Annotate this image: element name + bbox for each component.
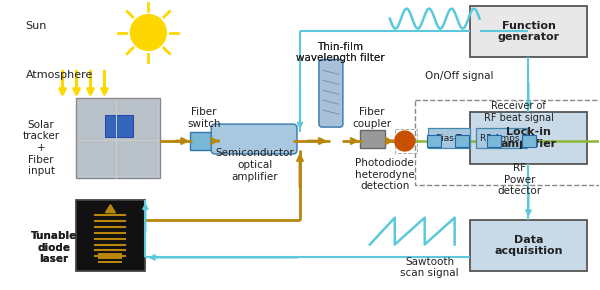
Text: Thin-film
wavelength filter: Thin-film wavelength filter <box>296 42 384 63</box>
FancyBboxPatch shape <box>211 124 297 154</box>
Bar <box>523 135 536 147</box>
Text: Tunable
diode
laser: Tunable diode laser <box>31 231 77 264</box>
Bar <box>106 115 133 137</box>
Bar <box>190 132 218 150</box>
Text: Function
generator: Function generator <box>497 21 560 42</box>
Bar <box>428 128 470 148</box>
Text: Semiconductor
optical
amplifier: Semiconductor optical amplifier <box>216 148 295 182</box>
Bar <box>360 130 385 148</box>
Bar <box>76 98 160 178</box>
Text: Atmosphere: Atmosphere <box>26 70 93 80</box>
Bar <box>98 258 122 260</box>
Bar <box>395 129 417 153</box>
Text: Photodiode
heterodyne
detection: Photodiode heterodyne detection <box>355 158 415 191</box>
Text: Solar
tracker
+
Fiber
input: Solar tracker + Fiber input <box>23 120 60 176</box>
Circle shape <box>395 131 415 151</box>
Bar <box>415 100 600 185</box>
Bar <box>470 220 587 271</box>
Text: On/Off signal: On/Off signal <box>425 71 494 81</box>
Text: RF
Power
detector: RF Power detector <box>497 163 542 196</box>
Bar <box>98 262 122 263</box>
Bar <box>98 249 122 251</box>
Bar <box>470 6 587 57</box>
Bar <box>77 100 158 176</box>
Bar <box>427 135 440 147</box>
Polygon shape <box>106 205 115 213</box>
Circle shape <box>130 14 166 50</box>
Text: Receiver of
RF beat signal: Receiver of RF beat signal <box>484 102 553 123</box>
Bar <box>455 135 469 147</box>
Text: RF Amps.: RF Amps. <box>481 133 523 142</box>
Text: Data
acquisition: Data acquisition <box>494 235 563 256</box>
Text: Fiber
switch: Fiber switch <box>187 107 221 129</box>
Bar <box>76 200 145 271</box>
Text: Sawtooth
scan signal: Sawtooth scan signal <box>400 257 459 278</box>
Bar <box>470 112 587 164</box>
FancyBboxPatch shape <box>319 59 343 127</box>
Bar <box>487 135 500 147</box>
Text: Fiber
coupler: Fiber coupler <box>352 107 391 129</box>
Bar <box>98 253 122 255</box>
Text: Thin-film
wavelength filter: Thin-film wavelength filter <box>296 42 384 63</box>
Text: Lock-in
amplifier: Lock-in amplifier <box>500 127 557 149</box>
Text: Tunable
diode
laser: Tunable diode laser <box>31 231 77 264</box>
Text: Bias-T: Bias-T <box>436 133 462 142</box>
Bar <box>476 128 527 148</box>
Text: Sun: Sun <box>26 21 47 30</box>
